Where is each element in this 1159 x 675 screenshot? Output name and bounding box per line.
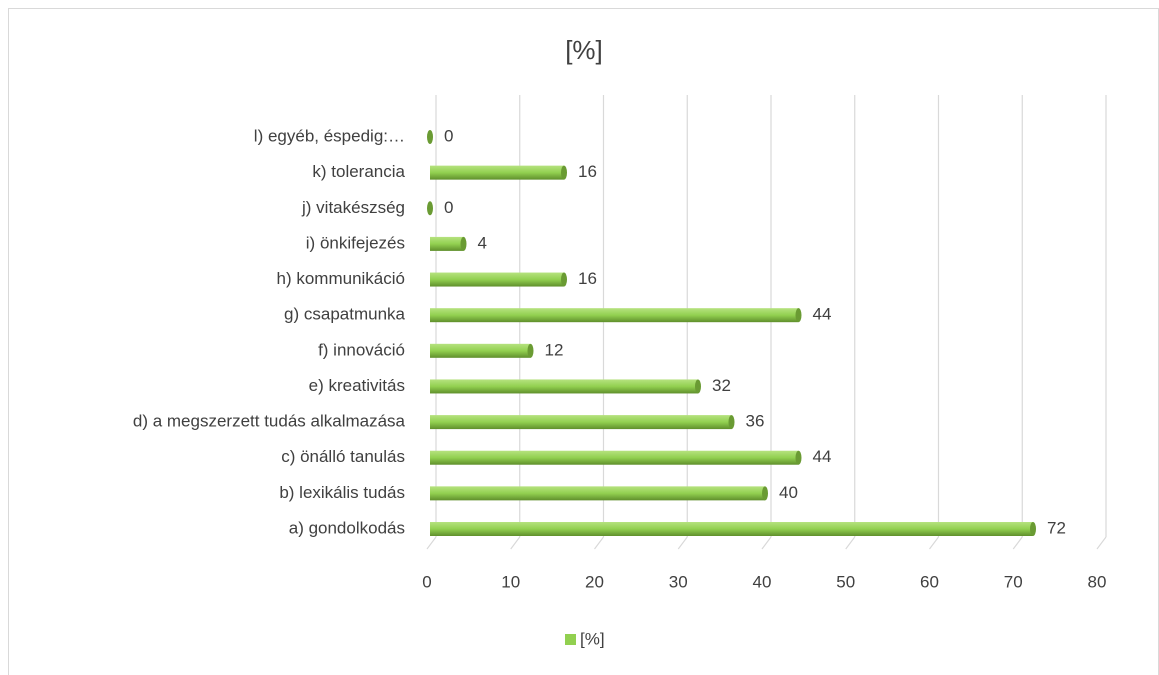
bar-cap [695,379,701,394]
legend-label: [%] [580,629,605,648]
x-tick-label: 50 [836,572,855,591]
x-tick-label: 20 [585,572,604,591]
bar [430,308,799,323]
chart-title: [%] [565,35,603,65]
bar-cap [561,165,567,180]
bar-cap [1030,522,1036,536]
grid-floor [1096,536,1107,550]
y-tick-label: k) tolerancia [312,162,405,181]
y-tick-label: e) kreativitás [309,376,405,395]
y-tick-label: h) kommunikáció [277,269,406,288]
value-label: 0 [444,198,453,217]
bar-cap [728,415,735,430]
bar [430,343,531,358]
bar [430,486,765,501]
grid-floor [594,536,604,550]
bar [430,272,564,287]
grid-floor [761,536,772,550]
bar [430,165,564,180]
x-tick-label: 70 [1004,572,1023,591]
bar-cap [527,343,534,358]
x-tick-label: 0 [422,572,431,591]
value-label: 32 [712,376,731,395]
bar-cap [460,236,467,251]
value-label: 44 [813,305,832,324]
y-tick-label: i) önkifejezés [306,233,405,252]
value-label: 16 [578,162,597,181]
y-tick-label: b) lexikális tudás [279,483,405,502]
bar [430,379,698,394]
x-tick-label: 10 [501,572,520,591]
value-label: 0 [444,126,453,145]
y-tick-label: c) önálló tanulás [281,447,405,466]
x-tick-label: 40 [753,572,772,591]
chart-border [8,8,1159,675]
bar [430,236,464,251]
grid-floor [845,536,856,550]
y-tick-label: a) gondolkodás [289,518,405,537]
bar [430,415,732,430]
value-label: 36 [746,412,765,431]
y-tick-label: l) egyéb, éspedig:… [254,126,405,145]
grid-floor [677,536,688,550]
x-tick-label: 80 [1088,572,1107,591]
y-tick-label: g) csapatmunka [284,305,405,324]
x-tick-label: 30 [669,572,688,591]
bar-cap [762,486,768,501]
grid-floor [426,536,437,550]
bar-cap [561,272,567,287]
legend-swatch [565,634,576,645]
x-tick-label: 60 [920,572,939,591]
value-label: 40 [779,483,798,502]
y-tick-label: f) innováció [318,340,405,359]
bar-cap [427,201,433,216]
value-label: 72 [1047,518,1066,537]
value-label: 12 [545,340,564,359]
grid-floor [1012,536,1023,550]
bar-cap [795,450,802,465]
value-label: 16 [578,269,597,288]
grid-floor [929,536,939,550]
y-tick-label: d) a megszerzett tudás alkalmazása [133,412,406,431]
value-label: 44 [813,447,832,466]
bar-cap [795,308,802,323]
grid-floor [510,536,521,550]
y-tick-label: j) vitakészség [301,198,405,217]
bar [430,450,799,465]
bar-cap [427,130,433,144]
bar [430,522,1033,536]
value-label: 4 [478,233,487,252]
